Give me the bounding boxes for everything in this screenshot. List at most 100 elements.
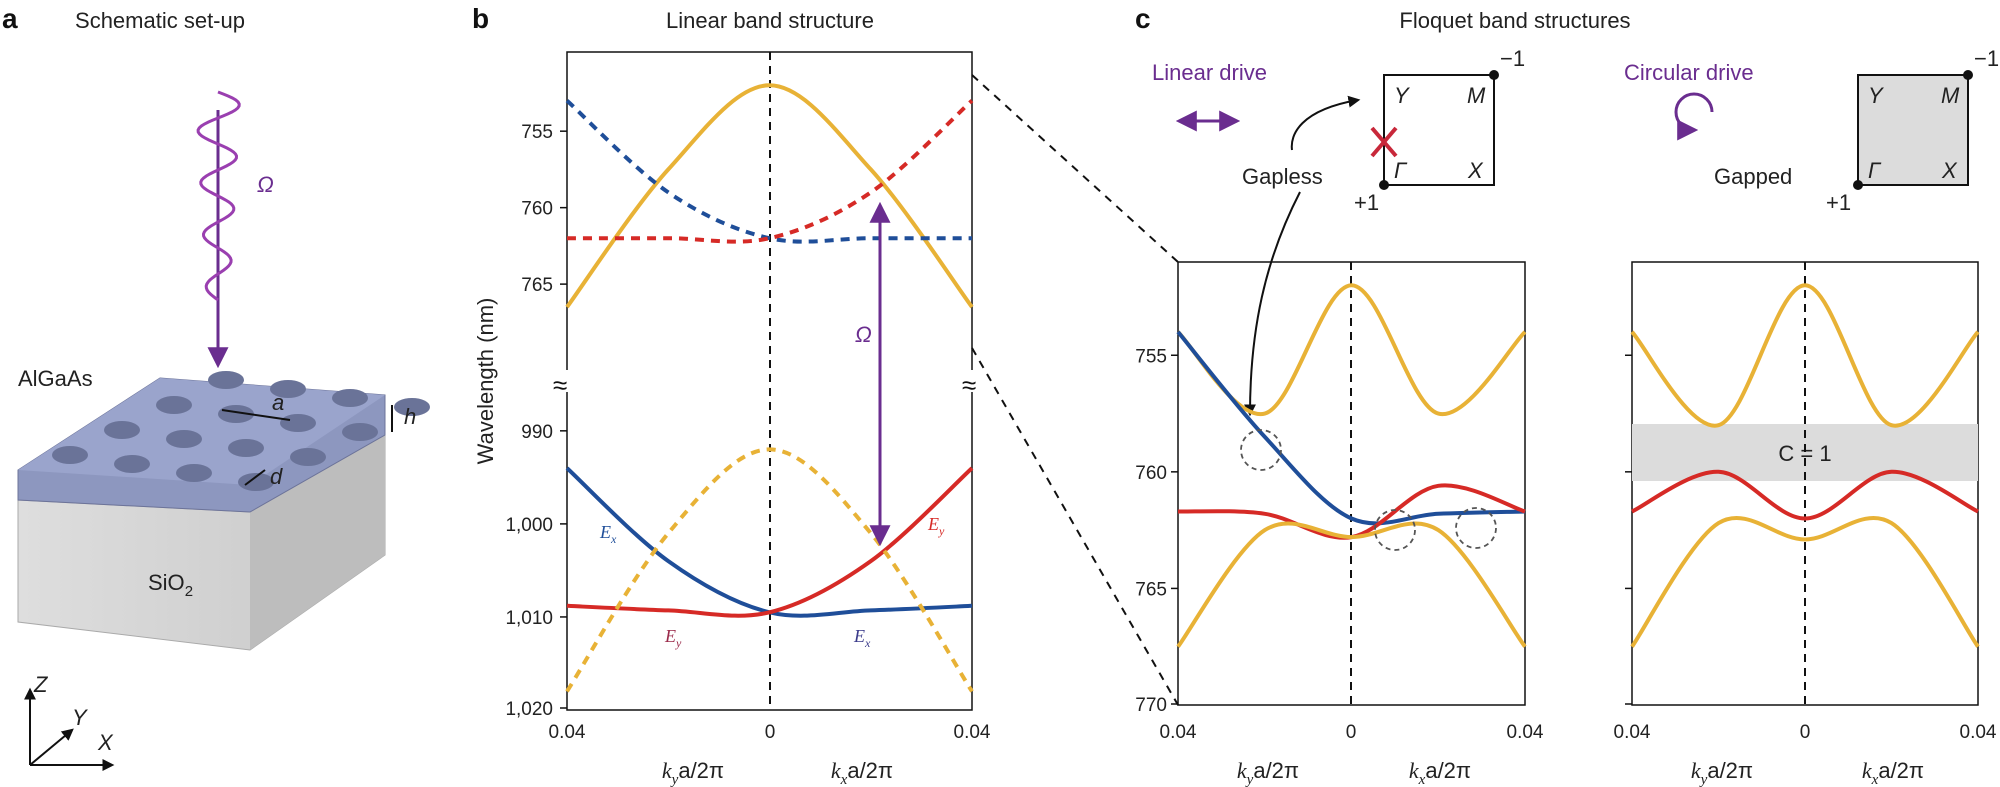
hole [332, 389, 368, 407]
y-axis [29, 728, 74, 766]
ey-label-right: Ey [927, 514, 945, 538]
panel-c-title: Floquet band structures [1399, 8, 1630, 33]
sio2-side [250, 435, 385, 650]
dim-h-label: h [404, 404, 416, 429]
hole [208, 371, 244, 389]
panel-c-ticks: 755 760 765 770 0.04 0 0.04 0.04 0 0.04 [1135, 346, 1997, 743]
panel-c-linear-xlabel-right: kxa/2π [1409, 758, 1471, 787]
gapless-cross-icon [1370, 126, 1398, 158]
panel-b-letter: b [472, 3, 489, 34]
panel-b-ylabel: Wavelength (nm) [473, 298, 498, 465]
ex-label-bottom: Ex [853, 626, 871, 650]
svg-text:kxa/2π: kxa/2π [831, 758, 893, 787]
b-top-series-1 [565, 99, 972, 244]
hole [342, 423, 378, 441]
c-linear-series-0 [1176, 283, 1527, 416]
omega-label-a: Ω [257, 172, 274, 197]
hole [290, 448, 326, 466]
gapless-label: Gapless [1242, 164, 1323, 189]
b-ytick-label: 755 [521, 122, 553, 143]
panel-a-title: Schematic set-up [75, 8, 245, 33]
b-xtick-label: 0 [765, 722, 776, 743]
bz-circular-m-dot [1963, 70, 1973, 80]
dim-a-label: a [272, 390, 284, 415]
gapped-label: Gapped [1714, 164, 1792, 189]
hole [238, 473, 274, 491]
hole [228, 439, 264, 457]
hole [114, 455, 150, 473]
bz-linear [1383, 74, 1495, 186]
panel-c-curves [1176, 283, 1980, 648]
b-xtick-label: 0.04 [954, 722, 991, 743]
panel-c-linear-xlabel-left: kya/2π [1237, 758, 1299, 787]
lattice-constant-line [221, 409, 291, 421]
b-xtick-label: 0.04 [549, 722, 586, 743]
gapless-arrow-to-crossing [1244, 191, 1301, 417]
light-wave [196, 90, 241, 302]
panel-c-letter: c [1135, 3, 1151, 34]
c-xtick-label: 0.04 [1960, 722, 1997, 743]
axis-y-label: Y [72, 705, 88, 730]
panel-a-letter: a [2, 3, 18, 34]
panel-c: c Floquet band structures Linear drive Y… [1135, 3, 1999, 787]
gapless-arrow-to-bz [1290, 95, 1361, 151]
hole [218, 405, 254, 423]
bz-circular-x: X [1941, 158, 1958, 183]
hole [166, 430, 202, 448]
omega-label-b: Ω [855, 322, 872, 347]
crossing-circle-1 [1240, 429, 1282, 471]
bz-circular-bottom-sign: +1 [1826, 190, 1851, 215]
bz-circular [1857, 74, 1969, 186]
hole [156, 396, 192, 414]
c-linear-series-3 [1176, 521, 1527, 648]
svg-text:kxa/2π: kxa/2π [1409, 758, 1471, 787]
c-circular-series-1 [1631, 469, 1979, 521]
axis-break-left: ≈ [553, 370, 567, 400]
c-xtick-label: 0.04 [1614, 722, 1651, 743]
dim-d-label: d [270, 464, 283, 489]
c-linear-series-1 [1176, 330, 1526, 526]
panel-c-circular-xlabel-left: kya/2π [1691, 758, 1753, 787]
hole [270, 380, 306, 398]
hole [394, 398, 430, 416]
svg-text:kya/2π: kya/2π [662, 758, 724, 787]
circular-polarization-icon [1674, 92, 1714, 141]
bz-linear-top-sign: −1 [1500, 46, 1525, 71]
plot-linear-frame [1177, 261, 1526, 706]
bz-linear-y: Y [1394, 83, 1410, 108]
axis-z-label: Z [33, 672, 49, 697]
b-ytick-label: 760 [521, 199, 553, 220]
panel-b-xlabel-left: kya/2π [662, 758, 724, 787]
algaas-top [18, 378, 385, 485]
c-xtick-label: 0 [1346, 722, 1357, 743]
c-circular-series-0 [1630, 283, 1980, 428]
svg-text:kxa/2π: kxa/2π [1862, 758, 1924, 787]
svg-text:kya/2π: kya/2π [1237, 758, 1299, 787]
c-circular-series-2 [1630, 516, 1980, 648]
c-xtick-label: 0.04 [1160, 722, 1197, 743]
c-xtick-label: 0.04 [1507, 722, 1544, 743]
hole-diameter-line [244, 469, 266, 486]
b-ytick-label: 1,000 [505, 515, 553, 536]
bz-circular-y: Y [1868, 83, 1884, 108]
b-ytick-label: 1,020 [505, 699, 553, 720]
b-top-series-2 [566, 99, 974, 244]
linear-drive-label: Linear drive [1152, 60, 1267, 85]
c-ytick-label: 765 [1135, 579, 1167, 600]
panel-b: b Linear band structure ≈ ≈ 755 760 765 990… [472, 3, 1179, 787]
panel-b-xlabel-right: kxa/2π [831, 758, 893, 787]
crossing-circle-2 [1374, 509, 1416, 551]
b-top-series-0 [565, 83, 974, 309]
bz-linear-x: X [1467, 158, 1484, 183]
c-ytick-label: 760 [1135, 463, 1167, 484]
zoom-line-top [971, 74, 1179, 263]
bz-linear-m-dot [1489, 70, 1499, 80]
sio2-label: SiO2 [148, 570, 193, 600]
zoom-line-bottom [971, 347, 1179, 706]
circular-drive-label: Circular drive [1624, 60, 1754, 85]
hole-array [52, 371, 430, 491]
ex-label-left: Ex [599, 522, 617, 546]
crossing-circle-3 [1455, 507, 1497, 549]
b-bottom-series-1 [566, 466, 974, 618]
